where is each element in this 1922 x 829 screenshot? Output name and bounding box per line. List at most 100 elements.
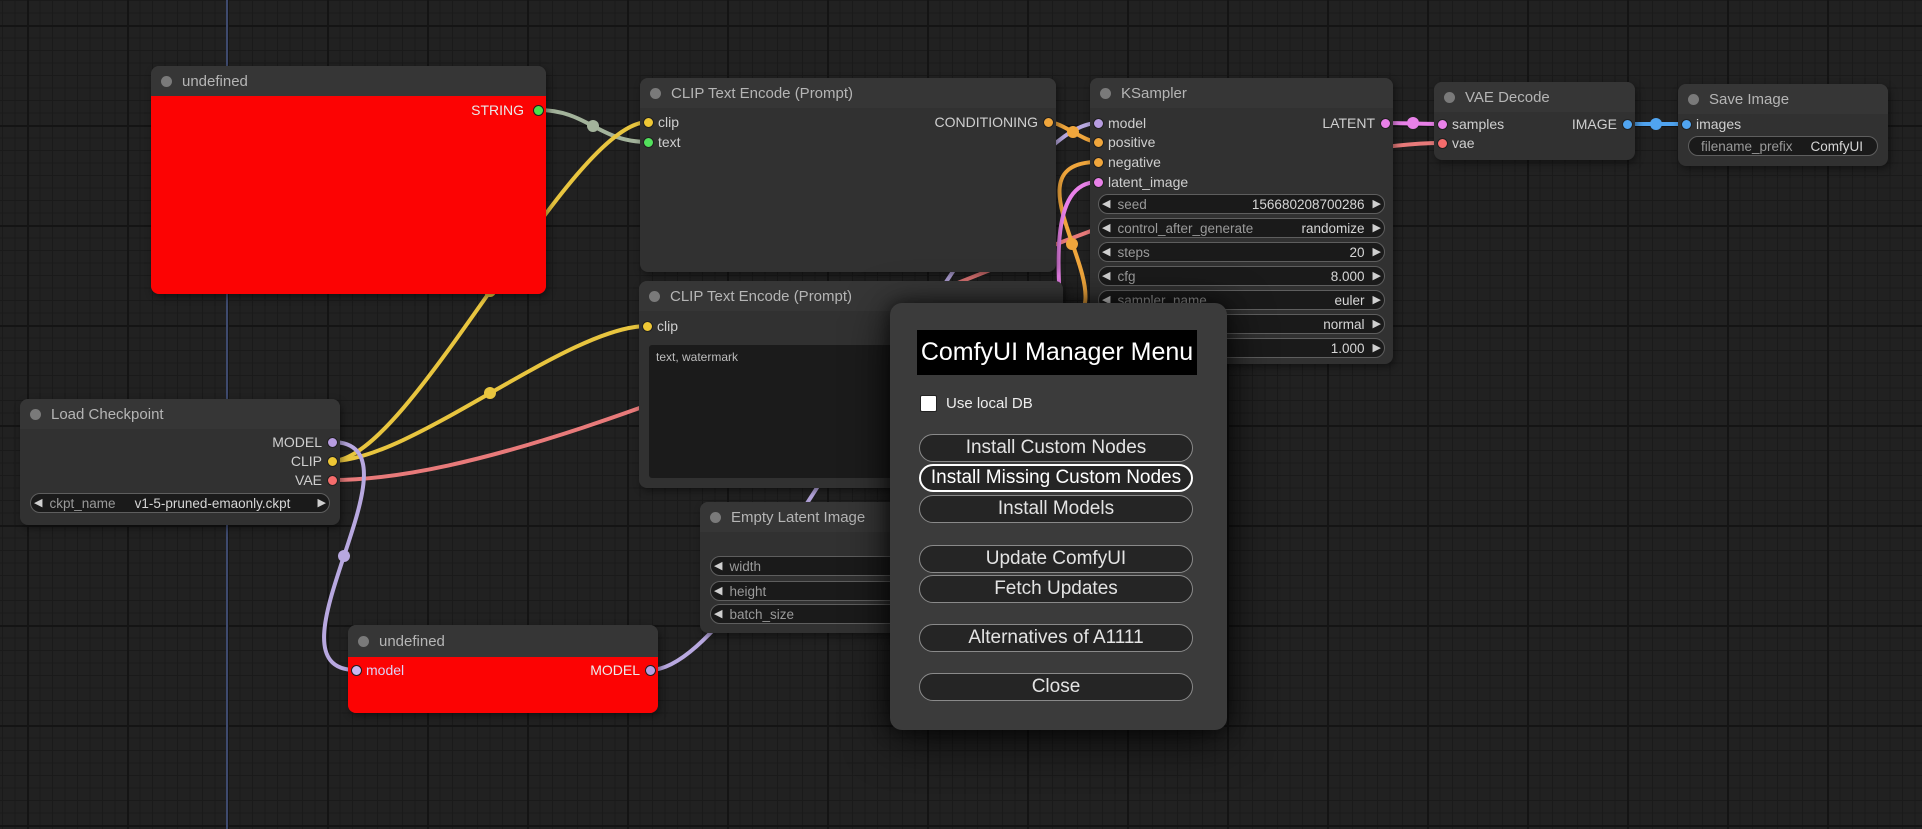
widget-steps[interactable]: ◀ steps 20 ▶ [1098, 242, 1385, 262]
output-socket-string[interactable] [532, 104, 544, 116]
node-titlebar[interactable]: VAE Decode [1434, 82, 1635, 112]
input-label-samples: samples [1452, 116, 1505, 132]
widget-value: euler [1334, 292, 1365, 308]
stepper-right-icon[interactable]: ▶ [1372, 197, 1381, 210]
node-status-dot [710, 511, 721, 523]
input-label-clip: clip [657, 318, 679, 334]
output-label-image: IMAGE [1571, 116, 1617, 132]
node-titlebar[interactable]: KSampler [1090, 78, 1393, 108]
output-socket-conditioning[interactable] [1042, 116, 1054, 128]
widget-ckpt-name[interactable]: ◀ ckpt_name v1-5-pruned-emaonly.ckpt ▶ [30, 493, 330, 513]
dialog-title: ComfyUI Manager Menu [917, 330, 1197, 375]
widget-value: 8.000 [1330, 268, 1365, 284]
fetch-updates-button[interactable]: Fetch Updates [919, 575, 1193, 603]
input-socket-latent-image[interactable] [1092, 176, 1104, 188]
install-custom-nodes-button[interactable]: Install Custom Nodes [919, 434, 1193, 462]
node-title: undefined [182, 72, 248, 90]
node-clip-text-encode-1[interactable]: CLIP Text Encode (Prompt) clip text COND… [640, 78, 1056, 272]
node-vae-decode[interactable]: VAE Decode samples vae IMAGE [1434, 82, 1635, 160]
widget-label: height [729, 583, 767, 599]
output-socket-latent[interactable] [1379, 117, 1391, 129]
link-center-dot [338, 550, 350, 562]
stepper-right-icon[interactable]: ▶ [1372, 341, 1381, 354]
node-load-checkpoint[interactable]: Load Checkpoint MODEL CLIP VAE ◀ ckpt_na… [20, 399, 340, 525]
widget-label: filename_prefix [1701, 138, 1793, 154]
widget-label: ckpt_name [49, 495, 116, 511]
stepper-left-icon[interactable]: ◀ [1102, 245, 1111, 258]
node-undefined-top[interactable]: undefined STRING [151, 66, 546, 294]
stepper-left-icon[interactable]: ◀ [1102, 293, 1111, 306]
node-titlebar[interactable]: Save Image [1678, 84, 1888, 114]
link-center-dot [484, 387, 496, 399]
stepper-left-icon[interactable]: ◀ [1102, 221, 1111, 234]
link-center-dot [1066, 238, 1078, 250]
install-missing-custom-nodes-button[interactable]: Install Missing Custom Nodes [919, 464, 1193, 492]
close-button[interactable]: Close [919, 673, 1193, 701]
input-socket-clip[interactable] [642, 116, 654, 128]
output-socket-model[interactable] [644, 664, 656, 676]
input-label-model: model [366, 662, 405, 678]
use-local-db-row: Use local DB [920, 395, 1033, 412]
widget-label: cfg [1117, 268, 1136, 284]
use-local-db-label: Use local DB [946, 395, 1033, 412]
stepper-left-icon[interactable]: ◀ [34, 496, 43, 509]
widget-control-after-generate[interactable]: ◀ control_after_generate randomize ▶ [1098, 218, 1385, 238]
input-label-positive: positive [1108, 134, 1156, 150]
node-title: Empty Latent Image [731, 508, 866, 526]
stepper-left-icon[interactable]: ◀ [714, 559, 723, 572]
widget-seed[interactable]: ◀ seed 156680208700286 ▶ [1098, 194, 1385, 214]
input-label-text: text [658, 134, 681, 150]
node-titlebar[interactable]: undefined [348, 625, 658, 657]
use-local-db-checkbox[interactable] [920, 395, 937, 412]
output-socket-model[interactable] [326, 436, 338, 448]
widget-value: v1-5-pruned-emaonly.ckpt [134, 495, 291, 511]
widget-filename-prefix[interactable]: filename_prefix ComfyUI [1688, 136, 1878, 156]
node-title: undefined [379, 632, 445, 650]
link-center-dot [1407, 117, 1419, 129]
output-label-clip: CLIP [290, 453, 322, 469]
node-undefined-bottom[interactable]: undefined model MODEL [348, 625, 658, 713]
alternatives-of-a1111-button[interactable]: Alternatives of A1111 [919, 624, 1193, 652]
output-label-conditioning: CONDITIONING [934, 114, 1038, 130]
stepper-left-icon[interactable]: ◀ [1102, 269, 1111, 282]
node-save-image[interactable]: Save Image images filename_prefix ComfyU… [1678, 84, 1888, 166]
node-titlebar[interactable]: Load Checkpoint [20, 399, 340, 429]
input-socket-clip[interactable] [641, 320, 653, 332]
stepper-right-icon[interactable]: ▶ [317, 496, 326, 509]
output-label-vae: VAE [295, 472, 322, 488]
stepper-right-icon[interactable]: ▶ [1372, 221, 1381, 234]
output-socket-vae[interactable] [326, 474, 338, 486]
stepper-right-icon[interactable]: ▶ [1372, 269, 1381, 282]
update-comfyui-button[interactable]: Update ComfyUI [919, 545, 1193, 573]
output-socket-clip[interactable] [326, 455, 338, 467]
input-socket-samples[interactable] [1436, 118, 1448, 130]
input-socket-model[interactable] [350, 664, 362, 676]
widget-cfg[interactable]: ◀ cfg 8.000 ▶ [1098, 266, 1385, 286]
install-models-button[interactable]: Install Models [919, 495, 1193, 523]
widget-label: width [729, 558, 761, 574]
input-socket-positive[interactable] [1092, 136, 1104, 148]
node-status-dot [1444, 91, 1455, 103]
node-title: VAE Decode [1465, 88, 1550, 106]
stepper-right-icon[interactable]: ▶ [1372, 245, 1381, 258]
stepper-left-icon[interactable]: ◀ [714, 607, 723, 620]
output-socket-image[interactable] [1621, 118, 1633, 130]
input-label-clip: clip [658, 114, 680, 130]
stepper-left-icon[interactable]: ◀ [714, 584, 723, 597]
widget-value: 20 [1349, 244, 1365, 260]
input-socket-negative[interactable] [1092, 156, 1104, 168]
node-titlebar[interactable]: undefined [151, 66, 546, 96]
link-center-dot [1650, 118, 1662, 130]
stepper-right-icon[interactable]: ▶ [1372, 317, 1381, 330]
node-title: CLIP Text Encode (Prompt) [670, 287, 853, 305]
link-center-dot [587, 120, 599, 132]
stepper-right-icon[interactable]: ▶ [1372, 293, 1381, 306]
input-socket-model[interactable] [1092, 117, 1104, 129]
input-socket-text[interactable] [642, 136, 654, 148]
input-socket-vae[interactable] [1436, 137, 1448, 149]
stepper-left-icon[interactable]: ◀ [1102, 197, 1111, 210]
node-titlebar[interactable]: CLIP Text Encode (Prompt) [640, 78, 1056, 108]
output-label-latent: LATENT [1322, 115, 1375, 131]
input-socket-images[interactable] [1680, 118, 1692, 130]
